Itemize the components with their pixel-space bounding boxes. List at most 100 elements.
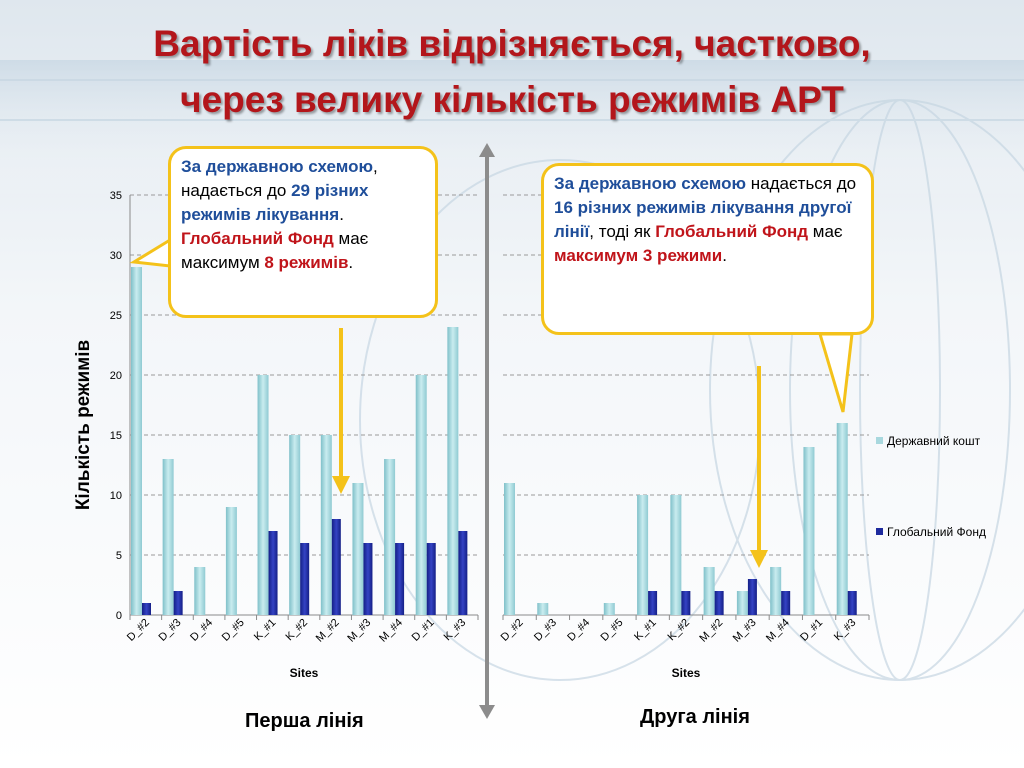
x-axis-label: Sites (672, 666, 701, 680)
bar-global-D_#1 (426, 543, 436, 615)
callout-first-line: За державною схемою, надається до 29 різ… (168, 146, 438, 318)
bar-state-D_#1 (415, 375, 427, 615)
x-tick-label-D_#4: D_#4 (565, 617, 592, 644)
y-tick-label: 10 (110, 490, 122, 502)
bar-state-K_#2 (670, 495, 682, 615)
bar-global-D_#2 (142, 603, 151, 615)
x-tick-label-D_#5: D_#5 (220, 617, 247, 644)
callout2-state-scheme: За державною схемою (554, 174, 747, 193)
y-tick-label: 20 (110, 370, 122, 382)
bar-global-K_#2 (681, 591, 691, 615)
bar-global-M_#3 (363, 543, 373, 615)
x-tick-label-K_#3: K_#3 (832, 617, 859, 644)
callout2-text-b: надається до (746, 174, 857, 193)
legend-global-swatch (876, 528, 883, 535)
y-tick-label: 0 (116, 610, 122, 622)
x-tick-label-D_#5: D_#5 (598, 617, 625, 644)
callout1-text-d: . (339, 205, 344, 224)
x-tick-label-D_#3: D_#3 (156, 617, 183, 644)
x-tick-label-K_#1: K_#1 (632, 617, 659, 644)
bar-global-M_#4 (781, 591, 791, 615)
bar-state-M_#4 (384, 459, 396, 615)
bar-state-D_#3 (537, 603, 549, 615)
callout1-state-scheme: За державною схемою (181, 157, 374, 176)
bar-global-K_#1 (648, 591, 658, 615)
bar-global-M_#4 (395, 543, 405, 615)
x-tick-label-M_#2: M_#2 (314, 617, 342, 645)
callout1-max-regimens: 8 режимів (264, 253, 349, 272)
callout-second-line: За державною схемою надається до 16 різн… (541, 163, 874, 335)
bar-state-K_#3 (447, 327, 459, 615)
callout1-pointer-head (332, 476, 350, 494)
legend-global-label: Глобальний Фонд (887, 525, 986, 539)
legend-global: Глобальний Фонд (876, 524, 997, 540)
bar-state-D_#1 (803, 447, 815, 615)
bar-state-D_#2 (504, 483, 515, 615)
bar-state-K_#1 (637, 495, 649, 615)
callout1-global-fund: Глобальний Фонд (181, 229, 334, 248)
callout2-text-h: . (722, 246, 727, 265)
callout2-pointer-head (750, 550, 768, 568)
x-axis-label: Sites (290, 666, 319, 680)
x-tick-label-D_#2: D_#2 (499, 617, 526, 644)
bar-state-D_#2 (131, 267, 142, 615)
bar-global-K_#3 (847, 591, 857, 615)
panel-label-second-line: Друга лінія (640, 706, 750, 728)
x-tick-label-D_#1: D_#1 (798, 617, 825, 644)
callout2-tail (817, 332, 854, 413)
x-tick-label-D_#3: D_#3 (532, 617, 559, 644)
x-tick-label-K_#3: K_#3 (442, 617, 469, 644)
bar-state-K_#3 (836, 423, 848, 615)
x-tick-label-M_#3: M_#3 (345, 617, 373, 645)
bar-state-M_#3 (736, 591, 748, 615)
x-tick-label-D_#4: D_#4 (188, 617, 215, 644)
legend-state-label: Державний кошт (887, 434, 981, 448)
callout2-global-fund: Глобальний Фонд (655, 222, 809, 241)
x-tick-label-M_#4: M_#4 (377, 617, 405, 645)
bar-state-D_#5 (603, 603, 615, 615)
bar-global-M_#2 (331, 519, 341, 615)
y-axis-label: Кількість режимів (73, 340, 94, 510)
bar-state-D_#3 (162, 459, 174, 615)
y-tick-label: 15 (110, 430, 122, 442)
legend-state: Державний кошт (876, 433, 997, 449)
bar-state-K_#1 (257, 375, 269, 615)
y-tick-label: 35 (110, 190, 122, 202)
bar-state-M_#2 (320, 435, 332, 615)
divider-arrow-top (479, 143, 495, 157)
bar-global-K_#2 (300, 543, 310, 615)
x-tick-label-M_#4: M_#4 (764, 617, 792, 645)
y-tick-label: 30 (110, 250, 122, 262)
callout2-max-regimens: максимум 3 режими (554, 246, 723, 265)
bar-state-M_#4 (770, 567, 782, 615)
bar-state-M_#2 (703, 567, 715, 615)
bar-global-K_#3 (458, 531, 468, 615)
callout1-regimens-count: 29 різних режимів лікування (181, 181, 369, 224)
x-tick-label-K_#2: K_#2 (665, 617, 692, 644)
callout1-text-h: . (348, 253, 354, 272)
y-tick-label: 25 (110, 310, 122, 322)
bar-state-D_#5 (225, 507, 237, 615)
callout1-text-f: має максимум (181, 229, 369, 272)
divider-arrow-bottom (479, 705, 495, 719)
x-tick-label-D_#2: D_#2 (125, 617, 152, 644)
bar-state-M_#3 (352, 483, 364, 615)
slide-title-line-2: через велику кількість режимів АРТ (180, 79, 844, 120)
callout2-text-d: , тоді як (589, 222, 656, 241)
x-tick-label-K_#2: K_#2 (283, 617, 310, 644)
bar-global-D_#3 (173, 591, 183, 615)
legend-state-swatch (876, 437, 883, 444)
bar-global-M_#3 (747, 579, 757, 615)
callout1-tail (129, 237, 172, 268)
panel-label-first-line: Перша лінія (245, 710, 364, 732)
x-tick-label-M_#2: M_#2 (697, 617, 725, 645)
bar-global-M_#2 (714, 591, 724, 615)
bar-global-K_#1 (268, 531, 278, 615)
callout1-text-b: , надається до (181, 157, 378, 200)
bar-state-D_#4 (194, 567, 206, 615)
callout2-text-f: має (808, 222, 843, 241)
x-tick-label-M_#3: M_#3 (731, 617, 759, 645)
bar-state-K_#2 (289, 435, 301, 615)
slide-title-line-1: Вартість ліків відрізняється, частково, (153, 23, 871, 64)
